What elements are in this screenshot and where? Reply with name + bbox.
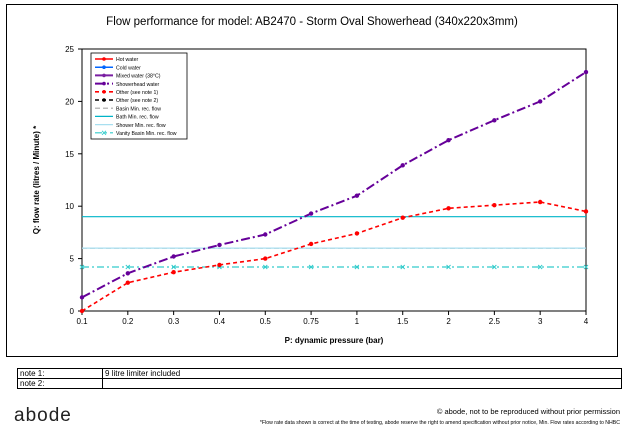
legend-label: Bath Min. rec. flow — [116, 115, 159, 121]
y-tick-label: 0 — [70, 307, 75, 316]
x-tick-label: 0.4 — [214, 317, 226, 326]
y-tick-label: 15 — [65, 150, 74, 159]
legend-label: Shower Min. rec. flow — [116, 123, 166, 129]
legend-label: Other (see note 1) — [116, 90, 158, 96]
data-point-showerhead-water — [308, 211, 314, 216]
x-tick-label: 0.5 — [260, 317, 272, 326]
data-point-other-see-note-1 — [492, 202, 497, 208]
legend-marker — [102, 73, 106, 78]
legend-label: Mixed water (38°C) — [116, 74, 161, 80]
data-point-vanity-basin-min-rec-flow — [354, 264, 360, 270]
note-label: note 2: — [17, 378, 103, 389]
note-label: note 1: — [17, 368, 103, 379]
data-point-vanity-basin-min-rec-flow — [400, 264, 406, 270]
data-point-other-see-note-1 — [354, 231, 360, 236]
legend-label: Cold water — [116, 65, 141, 71]
data-point-vanity-basin-min-rec-flow — [583, 264, 589, 270]
data-point-showerhead-water — [537, 99, 543, 104]
chart-frame: Flow performance for model: AB2470 - Sto… — [6, 4, 618, 357]
x-tick-label: 1 — [355, 317, 360, 326]
data-point-vanity-basin-min-rec-flow — [308, 264, 314, 270]
data-point-other-see-note-1 — [171, 270, 176, 275]
data-point-other-see-note-1 — [79, 308, 85, 314]
x-axis-label: P: dynamic pressure (bar) — [285, 336, 384, 345]
data-point-other-see-note-1 — [537, 199, 543, 205]
x-tick-label: 0.2 — [122, 317, 134, 326]
x-tick-label: 4 — [584, 317, 589, 326]
data-point-vanity-basin-min-rec-flow — [492, 264, 497, 270]
data-point-vanity-basin-min-rec-flow — [171, 264, 176, 270]
data-point-showerhead-water — [217, 242, 222, 248]
x-tick-label: 0.1 — [76, 317, 88, 326]
legend-label: Basin Min. rec. flow — [116, 106, 161, 112]
data-point-showerhead-water — [446, 137, 451, 143]
y-tick-label: 25 — [65, 45, 74, 54]
flow-chart: Flow performance for model: AB2470 - Sto… — [32, 16, 589, 345]
data-point-other-see-note-1 — [446, 206, 451, 211]
chart-title: Flow performance for model: AB2470 - Sto… — [106, 16, 518, 28]
y-axis-label: Q: flow rate (litres / Minute) * — [32, 125, 41, 234]
legend-marker — [102, 81, 106, 86]
data-point-other-see-note-1 — [583, 209, 589, 214]
data-point-other-see-note-1 — [217, 262, 222, 268]
legend-marker — [102, 65, 106, 69]
legend-label: Other (see note 2) — [116, 98, 158, 104]
y-tick-label: 20 — [65, 97, 74, 106]
data-point-other-see-note-1 — [263, 256, 268, 261]
data-point-showerhead-water — [79, 295, 85, 300]
data-point-other-see-note-1 — [125, 280, 131, 285]
legend-marker — [102, 98, 106, 102]
data-point-showerhead-water — [263, 232, 268, 237]
abode-logo: abode — [14, 405, 72, 426]
x-tick-label: 0.75 — [303, 317, 319, 326]
data-point-vanity-basin-min-rec-flow — [446, 264, 451, 270]
x-tick-label: 0.3 — [168, 317, 180, 326]
series-line-showerhead-water — [81, 71, 587, 299]
notes-table: note 1: 9 litre limiter included note 2: — [17, 368, 622, 389]
note-text — [102, 378, 622, 389]
data-point-showerhead-water — [400, 163, 405, 168]
data-point-showerhead-water — [354, 193, 360, 198]
series-line-other-see-note-1 — [81, 201, 587, 312]
legend-label: Showerhead water — [116, 82, 160, 88]
note-text: 9 litre limiter included — [102, 368, 622, 379]
legend-marker — [102, 57, 106, 61]
x-tick-label: 2 — [446, 317, 451, 326]
x-tick-label: 3 — [538, 317, 543, 326]
x-tick-label: 2.5 — [489, 317, 501, 326]
data-point-vanity-basin-min-rec-flow — [125, 264, 131, 270]
copyright-text: © abode, not to be reproduced without pr… — [436, 407, 620, 416]
note-row: note 1: 9 litre limiter included — [17, 368, 622, 379]
legend-marker — [101, 130, 107, 136]
data-point-showerhead-water — [171, 254, 176, 259]
x-tick-label: 1.5 — [397, 317, 409, 326]
data-point-showerhead-water — [125, 271, 131, 276]
data-point-vanity-basin-min-rec-flow — [79, 264, 85, 270]
legend-label: Vanity Basin Min. rec. flow — [116, 131, 177, 137]
note-row: note 2: — [17, 378, 622, 389]
legend-marker — [102, 90, 106, 94]
disclaimer-text: *Flow rate data shown is correct at the … — [259, 420, 620, 426]
data-point-vanity-basin-min-rec-flow — [537, 264, 543, 270]
data-point-vanity-basin-min-rec-flow — [262, 264, 268, 270]
data-point-other-see-note-1 — [308, 241, 314, 247]
y-tick-label: 10 — [65, 202, 74, 211]
data-point-showerhead-water — [583, 69, 589, 75]
data-point-showerhead-water — [492, 118, 497, 123]
y-tick-label: 5 — [70, 255, 75, 264]
legend-label: Hot water — [116, 57, 138, 63]
data-point-other-see-note-1 — [400, 215, 405, 220]
